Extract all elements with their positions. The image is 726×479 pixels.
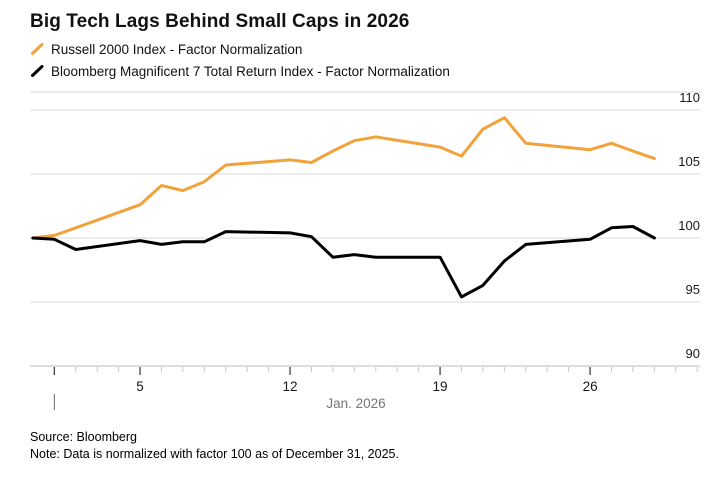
chart-footer: Source: Bloomberg Note: Data is normaliz… [30,429,399,463]
orange-line-swatch-icon [31,43,44,55]
legend-label-magnificent-7: Bloomberg Magnificent 7 Total Return Ind… [51,63,450,79]
x-axis-label-26: 26 [583,379,598,394]
legend-label-russell-2000: Russell 2000 Index - Factor Normalizatio… [51,41,303,57]
y-axis-label-90: 90 [686,346,700,361]
source-text: Source: Bloomberg [30,430,138,444]
x-axis-month-label: Jan. 2026 [326,396,386,411]
y-axis-label-105: 105 [678,154,700,169]
x-axis-label-12: 12 [283,379,298,394]
note-text: Note: Data is normalized with factor 100… [30,447,399,461]
y-axis-label-100: 100 [678,218,700,233]
black-line-swatch-icon [31,65,44,77]
series-line-russell-2000 [31,116,656,240]
legend: Russell 2000 Index - Factor Normalizatio… [30,38,450,82]
series-line-magnificent-7 [31,225,656,299]
x-axis-label-5: 5 [136,379,144,394]
y-axis-label-110: 110 [679,90,700,105]
x-axis-label-19: 19 [433,379,448,394]
legend-item-magnificent-7: Bloomberg Magnificent 7 Total Return Ind… [30,60,450,82]
chart-title: Big Tech Lags Behind Small Caps in 2026 [30,11,410,32]
legend-item-russell-2000: Russell 2000 Index - Factor Normalizatio… [30,38,450,60]
y-axis-label-95: 95 [686,282,700,297]
